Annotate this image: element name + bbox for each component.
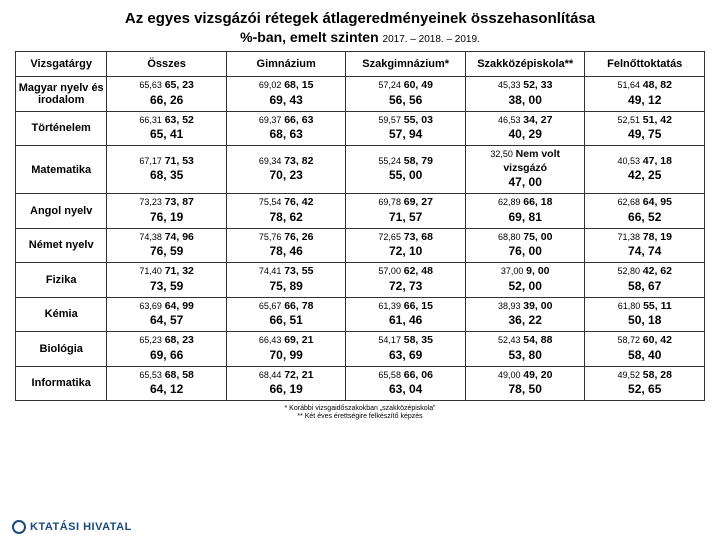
subject-cell: Kémia: [16, 297, 107, 332]
data-cell: 52,80 42, 6258, 67: [585, 263, 705, 298]
data-cell: 65,23 68, 2369, 66: [107, 332, 227, 367]
data-cell: 75,76 76, 2678, 46: [226, 228, 346, 263]
subject-cell: Matematika: [16, 146, 107, 194]
data-cell: 49,52 58, 2852, 65: [585, 366, 705, 401]
data-cell: 40,53 47, 1842, 25: [585, 146, 705, 194]
data-cell: 69,37 66, 6368, 63: [226, 111, 346, 146]
logo-icon: [12, 520, 26, 534]
data-cell: 49,00 49, 2078, 50: [465, 366, 585, 401]
data-cell: 69,34 73, 8270, 23: [226, 146, 346, 194]
data-cell: 74,38 74, 9676, 59: [107, 228, 227, 263]
data-cell: 65,53 68, 5864, 12: [107, 366, 227, 401]
data-cell: 74,41 73, 5575, 89: [226, 263, 346, 298]
subject-cell: Fizika: [16, 263, 107, 298]
data-cell: 73,23 73, 8776, 19: [107, 194, 227, 229]
data-cell: 63,69 64, 9964, 57: [107, 297, 227, 332]
page-subtitle: %-ban, emelt szinten 2017. – 2018. – 201…: [0, 29, 720, 51]
logo-text: KTATÁSI HIVATAL: [30, 521, 132, 533]
data-cell: 69,78 69, 2771, 57: [346, 194, 466, 229]
data-cell: 68,44 72, 2166, 19: [226, 366, 346, 401]
results-table: VizsgatárgyÖsszesGimnáziumSzakgimnázium*…: [15, 51, 705, 401]
data-cell: 46,53 34, 2740, 29: [465, 111, 585, 146]
data-cell: 45,33 52, 3338, 00: [465, 77, 585, 112]
data-cell: 38,93 39, 0036, 22: [465, 297, 585, 332]
subtitle-text: %-ban, emelt szinten: [240, 29, 378, 45]
data-cell: 58,72 60, 4258, 40: [585, 332, 705, 367]
data-cell: 66,43 69, 2170, 99: [226, 332, 346, 367]
col-header: Összes: [107, 52, 227, 77]
data-cell: 71,40 71, 3273, 59: [107, 263, 227, 298]
data-cell: 61,80 55, 1150, 18: [585, 297, 705, 332]
footnote-1: * Korábbi vizsgaidőszakokban „szakközépi…: [0, 405, 720, 413]
data-cell: 67,17 71, 5368, 35: [107, 146, 227, 194]
data-cell: 61,39 66, 1561, 46: [346, 297, 466, 332]
footer-logo: KTATÁSI HIVATAL: [12, 520, 132, 534]
data-cell: 37,00 9, 0052, 00: [465, 263, 585, 298]
subject-cell: Biológia: [16, 332, 107, 367]
data-cell: 65,58 66, 0663, 04: [346, 366, 466, 401]
col-header: Gimnázium: [226, 52, 346, 77]
data-cell: 69,02 68, 1569, 43: [226, 77, 346, 112]
data-cell: 32,50 Nem volt vizsgázó47, 00: [465, 146, 585, 194]
data-cell: 66,31 63, 5265, 41: [107, 111, 227, 146]
data-cell: 51,64 48, 8249, 12: [585, 77, 705, 112]
data-cell: 62,89 66, 1869, 81: [465, 194, 585, 229]
data-cell: 57,24 60, 4956, 56: [346, 77, 466, 112]
col-header: Szakközépiskola**: [465, 52, 585, 77]
subject-cell: Angol nyelv: [16, 194, 107, 229]
page-title: Az egyes vizsgázói rétegek átlageredmény…: [0, 0, 720, 29]
data-cell: 62,68 64, 9566, 52: [585, 194, 705, 229]
years-text: 2017. – 2018. – 2019.: [383, 34, 480, 45]
data-cell: 54,17 58, 3563, 69: [346, 332, 466, 367]
data-cell: 52,43 54, 8853, 80: [465, 332, 585, 367]
data-cell: 72,65 73, 6872, 10: [346, 228, 466, 263]
data-cell: 68,80 75, 0076, 00: [465, 228, 585, 263]
data-cell: 52,51 51, 4249, 75: [585, 111, 705, 146]
data-cell: 57,00 62, 4872, 73: [346, 263, 466, 298]
footnote-2: ** Két éves érettségire felkészítő képzé…: [0, 413, 720, 421]
data-cell: 59,57 55, 0357, 94: [346, 111, 466, 146]
subject-cell: Informatika: [16, 366, 107, 401]
col-header: Szakgimnázium*: [346, 52, 466, 77]
subject-cell: Német nyelv: [16, 228, 107, 263]
footnotes: * Korábbi vizsgaidőszakokban „szakközépi…: [0, 405, 720, 422]
data-cell: 75,54 76, 4278, 62: [226, 194, 346, 229]
data-cell: 65,63 65, 2366, 26: [107, 77, 227, 112]
subject-cell: Történelem: [16, 111, 107, 146]
data-cell: 55,24 58, 7955, 00: [346, 146, 466, 194]
data-cell: 71,38 78, 1974, 74: [585, 228, 705, 263]
subject-cell: Magyar nyelv és irodalom: [16, 77, 107, 112]
data-cell: 65,67 66, 7866, 51: [226, 297, 346, 332]
col-header: Felnőttoktatás: [585, 52, 705, 77]
col-header: Vizsgatárgy: [16, 52, 107, 77]
